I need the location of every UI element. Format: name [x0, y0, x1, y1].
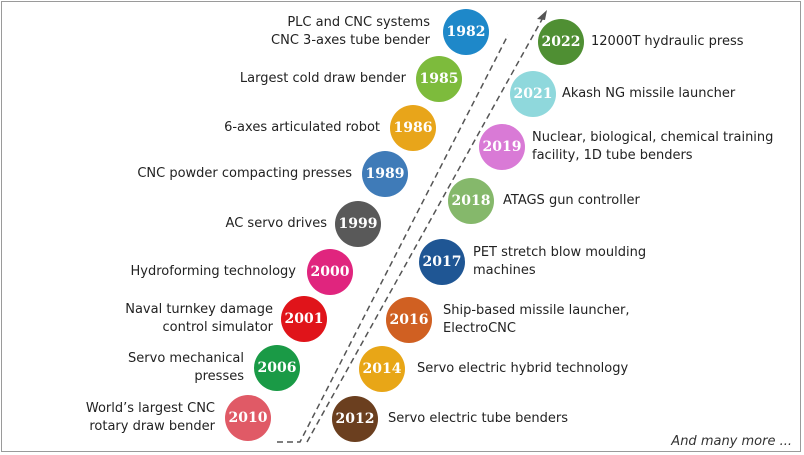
year-circle-2018: 2018 [448, 178, 494, 224]
milestone-line: Ship-based missile launcher, [443, 303, 630, 318]
and-many-more-note: And many more ... [671, 434, 792, 449]
year-circle-2017: 2017 [419, 239, 465, 285]
milestone-label-1985: Largest cold draw bender [240, 70, 406, 88]
milestone-label-1999: AC servo drives [226, 215, 327, 233]
year-circle-2006: 2006 [254, 345, 300, 391]
year-circle-1985: 1985 [416, 56, 462, 102]
milestone-label-2018: ATAGS gun controller [503, 192, 640, 210]
milestone-label-2012: Servo electric tube benders [388, 410, 568, 428]
milestone-line: Servo electric hybrid technology [417, 361, 629, 376]
milestone-line: Servo electric tube benders [388, 411, 569, 426]
milestone-line: PET stretch blow moulding [473, 245, 647, 260]
milestone-line: CNC 3-axes tube bender [271, 33, 430, 48]
milestone-label-2019: Nuclear, biological, chemical training fa… [532, 129, 773, 165]
milestone-line: Largest cold draw bender [239, 71, 406, 86]
milestone-line: control simulator [162, 320, 273, 335]
milestone-label-2000: Hydroforming technology [131, 263, 296, 281]
milestone-label-2021: Akash NG missile launcher [562, 85, 735, 103]
milestone-label-2001: Naval turnkey damage control simulator [125, 301, 273, 337]
milestone-label-2014: Servo electric hybrid technology [417, 360, 628, 378]
year-circle-2021: 2021 [510, 71, 556, 117]
milestone-line: Servo mechanical [128, 351, 244, 366]
milestone-line: Akash NG missile launcher [562, 86, 736, 101]
year-circle-1986: 1986 [390, 105, 436, 151]
milestone-line: CNC powder compacting presses [137, 166, 352, 181]
year-circle-2010: 2010 [225, 395, 271, 441]
year-circle-1999: 1999 [335, 201, 381, 247]
milestone-line: Nuclear, biological, chemical training [532, 130, 774, 145]
year-circle-1982: 1982 [443, 9, 489, 55]
milestone-label-1989: CNC powder compacting presses [137, 165, 352, 183]
milestone-line: ElectroCNC [443, 321, 516, 336]
milestone-line: 6-axes articulated robot [224, 120, 380, 135]
milestone-label-2017: PET stretch blow moulding machines [473, 244, 646, 280]
milestone-label-2016: Ship-based missile launcher, ElectroCNC [443, 302, 630, 338]
year-circle-2000: 2000 [307, 249, 353, 295]
milestone-line: rotary draw bender [89, 419, 215, 434]
milestone-line: 12000T hydraulic press [591, 34, 744, 49]
milestone-line: AC servo drives [225, 216, 327, 231]
milestone-label-2006: Servo mechanical presses [128, 350, 244, 386]
year-circle-2014: 2014 [359, 346, 405, 392]
milestone-label-1986: 6-axes articulated robot [224, 119, 380, 137]
milestone-label-1982: PLC and CNC systems CNC 3-axes tube bende… [271, 14, 430, 50]
milestone-label-2022: 12000T hydraulic press [591, 33, 744, 51]
milestone-line: World’s largest CNC [85, 401, 215, 416]
year-circle-2001: 2001 [281, 296, 327, 342]
milestone-line: Naval turnkey damage [125, 302, 273, 317]
milestone-label-2010: World’s largest CNC rotary draw bender [86, 400, 215, 436]
milestone-line: Hydroforming technology [130, 264, 296, 279]
milestone-line: facility, 1D tube benders [532, 148, 693, 163]
dashed-arrow [306, 13, 546, 443]
year-circle-2016: 2016 [386, 297, 432, 343]
year-circle-2022: 2022 [538, 19, 584, 65]
milestone-line: ATAGS gun controller [503, 193, 640, 208]
milestone-line: presses [194, 369, 244, 384]
year-circle-2012: 2012 [332, 396, 378, 442]
year-circle-2019: 2019 [479, 124, 525, 170]
milestone-line: machines [473, 263, 536, 278]
arrowhead-icon [537, 10, 547, 20]
milestone-line: PLC and CNC systems [287, 15, 430, 30]
year-circle-1989: 1989 [362, 151, 408, 197]
dashed-arrow-path [277, 34, 509, 443]
